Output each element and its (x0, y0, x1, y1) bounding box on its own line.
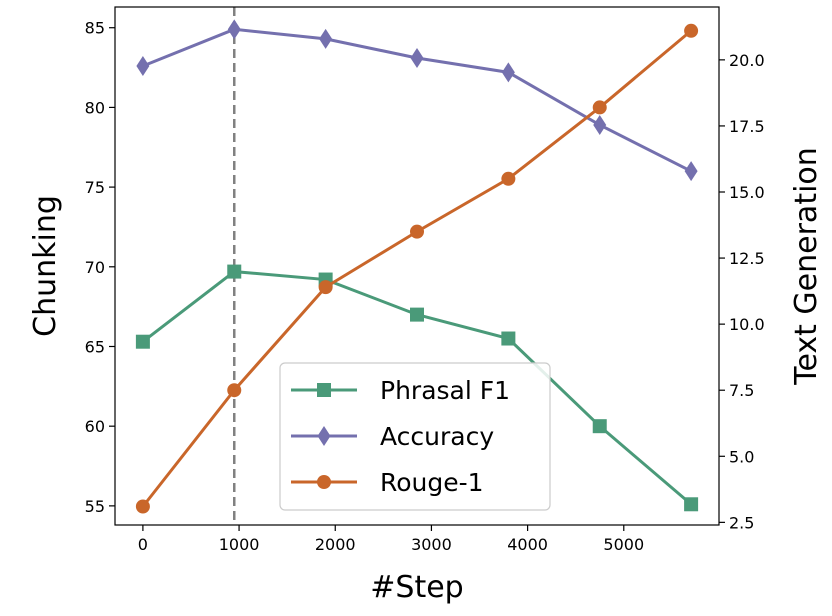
legend-box (279, 362, 551, 511)
x-tick-label-1: 1000 (219, 535, 260, 554)
series-0-point-3 (410, 307, 424, 322)
legend-marker-1 (317, 426, 331, 446)
legend-marker-0 (317, 383, 331, 397)
series-2-point-3 (410, 224, 424, 239)
y-left-tick-label-2: 65 (85, 337, 105, 356)
legend-marker-2 (317, 475, 331, 489)
y-left-tick-label-3: 70 (85, 258, 105, 277)
legend-label-2: Rouge-1 (380, 468, 484, 497)
series-1-point-5 (593, 114, 607, 135)
series-1-point-3 (410, 48, 424, 69)
y-right-tick-label-2: 7.5 (729, 381, 754, 400)
x-axis-title: #Step (370, 570, 463, 605)
x-tick-label-3: 3000 (411, 535, 452, 554)
y-left-tick-label-4: 75 (85, 178, 105, 197)
x-tick-label-5: 5000 (603, 535, 644, 554)
y-axis-right-title: Text Generation (789, 147, 824, 386)
y-left-tick-label-0: 55 (85, 497, 105, 516)
series-2-point-4 (501, 171, 516, 186)
series-1-point-0 (136, 55, 150, 76)
series-2-point-0 (135, 499, 150, 514)
series-2-point-2 (318, 280, 333, 295)
series-0-point-6 (684, 497, 699, 512)
legend: Phrasal F1 Accuracy Rouge-1 (279, 362, 551, 511)
series-2-point-5 (592, 100, 607, 115)
series-1-point-4 (501, 62, 515, 83)
series-1-point-6 (684, 161, 698, 182)
series-1-point-2 (319, 28, 333, 49)
y-left-tick-label-1: 60 (85, 417, 105, 436)
x-tick-label-4: 4000 (507, 535, 548, 554)
series-2-point-1 (227, 383, 242, 398)
y-right-tick-label-7: 20.0 (729, 51, 765, 70)
y-right-tick-label-0: 2.5 (729, 513, 754, 532)
legend-label-0: Phrasal F1 (380, 376, 510, 405)
series-1-point-1 (227, 19, 241, 40)
x-tick-label-0: 0 (138, 535, 148, 554)
x-tick-label-2: 2000 (315, 535, 356, 554)
y-right-tick-label-1: 5.0 (729, 447, 754, 466)
axes: 0 1000 2000 3000 4000 5000 55 60 65 70 75 80 85 2.5 5.… (85, 6, 765, 554)
plot-area (135, 7, 699, 525)
y-right-tick-label-4: 12.5 (729, 249, 765, 268)
series-0-point-4 (501, 331, 516, 346)
series-0-point-1 (227, 264, 242, 279)
y-axis-left-title: Chunking (28, 195, 63, 337)
y-right-tick-label-3: 10.0 (729, 315, 765, 334)
legend-label-1: Accuracy (380, 422, 494, 451)
series-0-point-0 (135, 334, 150, 349)
y-right-tick-label-5: 15.0 (729, 183, 765, 202)
series-0-point-5 (592, 419, 607, 434)
series-2-point-6 (684, 23, 699, 38)
y-left-tick-label-5: 80 (85, 98, 105, 117)
y-left-tick-label-6: 85 (85, 19, 105, 38)
y-right-tick-label-6: 17.5 (729, 117, 765, 136)
plot-frame (114, 6, 720, 526)
